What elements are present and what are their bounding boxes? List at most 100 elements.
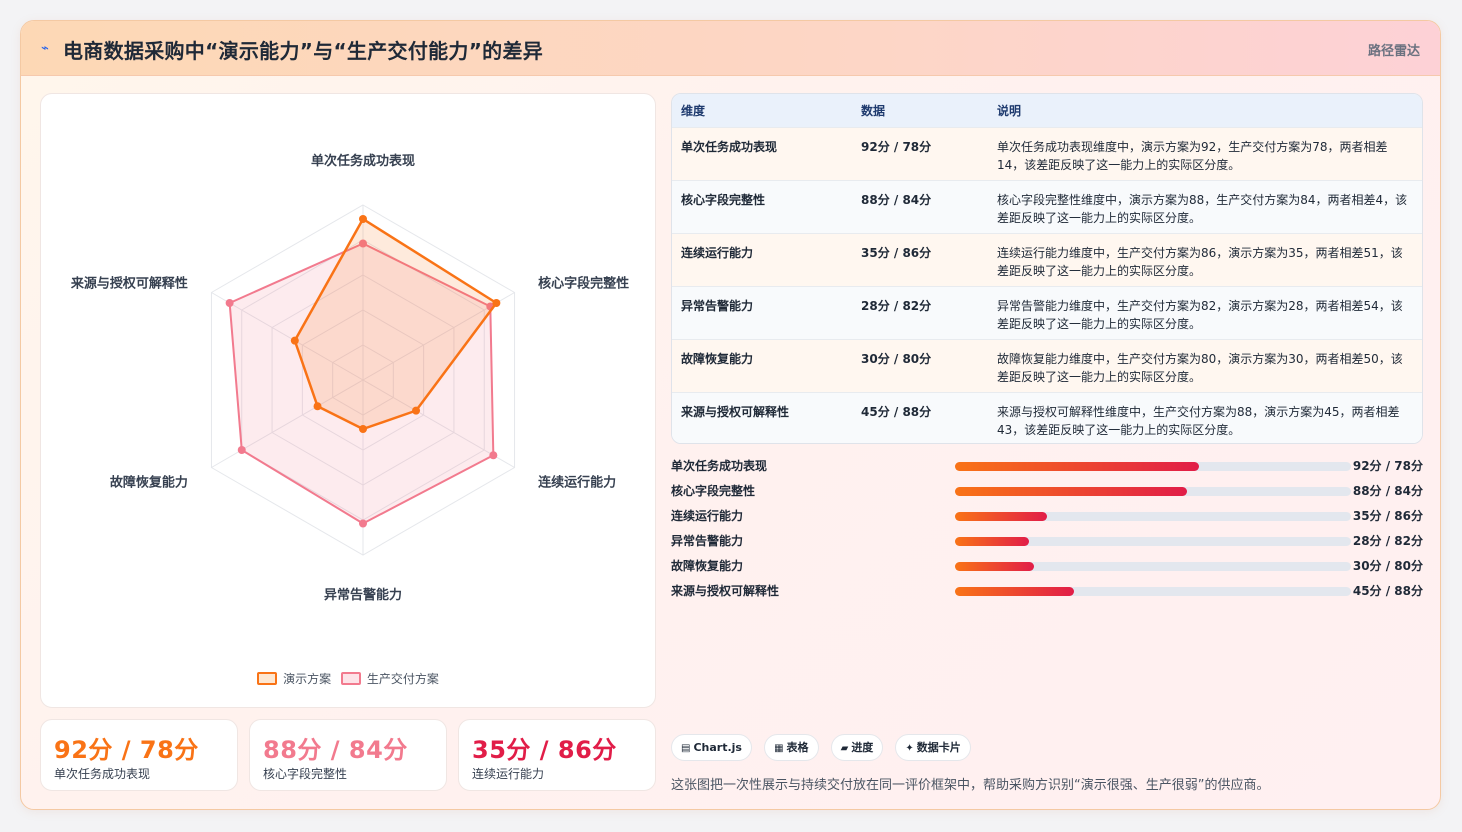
cell-data: 35分 / 86分: [861, 245, 932, 260]
cell-description: 核心字段完整性维度中，演示方案为88，生产交付方案为84，两者相差4，该差距反映…: [997, 192, 1408, 225]
bar-chart-icon: ▤: [681, 743, 691, 754]
data-point: [313, 402, 322, 411]
cell-description: 来源与授权可解释性维度中，生产交付方案为88，演示方案为45，两者相差43，该差…: [997, 404, 1400, 437]
grid-spoke: [211, 292, 364, 381]
progress-row: 来源与授权可解释性 45分 / 88分: [671, 579, 1423, 604]
cell-dimension: 异常告警能力: [681, 298, 754, 313]
axis-label: 连续运行能力: [538, 475, 616, 491]
chip-label: Chart.js: [693, 741, 742, 754]
progress-label: 异常告警能力: [671, 534, 744, 548]
progress-fill: [955, 562, 1035, 571]
kpi-card-continuous-run: 35分 / 86分 连续运行能力: [458, 719, 656, 791]
legend-swatch-production: [340, 672, 361, 685]
data-point: [359, 215, 367, 223]
chip-label: 表格: [786, 741, 809, 754]
chart-line-icon: ⌁: [41, 41, 49, 56]
cell-data: 92分 / 78分: [861, 139, 932, 154]
kpi-label: 核心字段完整性: [263, 767, 348, 781]
table-row: 故障恢复能力 30分 / 80分 故障恢复能力维度中，生产交付方案为80，演示方…: [672, 339, 1422, 392]
progress-value: 30分 / 80分: [1352, 559, 1423, 573]
progress-fill: [955, 537, 1030, 546]
table-row: 来源与授权可解释性 45分 / 88分 来源与授权可解释性维度中，生产交付方案为…: [672, 392, 1422, 443]
axis-label: 异常告警能力: [324, 587, 402, 603]
kpi-value: 92分 / 78分: [54, 736, 199, 764]
chip-label: 数据卡片: [916, 741, 961, 754]
column-header-description[interactable]: 说明: [997, 103, 1022, 118]
progress-row: 连续运行能力 35分 / 86分: [671, 504, 1423, 529]
cell-dimension: 故障恢复能力: [681, 351, 754, 366]
table-row: 连续运行能力 35分 / 86分 连续运行能力维度中，生产交付方案为86，演示方…: [672, 233, 1422, 286]
chip-data-card[interactable]: ✦ 数据卡片: [895, 734, 971, 761]
progress-value: 45分 / 88分: [1352, 584, 1423, 598]
header-bar: ⌁ 电商数据采购中“演示能力”与“生产交付能力”的差异 路径雷达: [21, 21, 1440, 76]
chip-label: 进度: [851, 741, 874, 754]
progress-icon: ▰: [840, 743, 849, 754]
legend-swatch-demo: [257, 672, 278, 685]
progress-label: 单次任务成功表现: [671, 459, 768, 473]
data-point: [359, 425, 367, 433]
progress-label: 连续运行能力: [671, 509, 744, 523]
progress-label: 来源与授权可解释性: [671, 584, 780, 598]
data-point: [492, 299, 501, 307]
progress-track: [955, 512, 1351, 521]
legend-label-production: 生产交付方案: [366, 672, 439, 686]
chip-table[interactable]: ▦ 表格: [764, 734, 819, 761]
chip-progress[interactable]: ▰ 进度: [830, 734, 884, 761]
kpi-card-single-task: 92分 / 78分 单次任务成功表现: [40, 719, 238, 791]
legend-item-production[interactable]: 生产交付方案: [340, 670, 439, 687]
table-row: 单次任务成功表现 92分 / 78分 单次任务成功表现维度中，演示方案为92，生…: [672, 127, 1422, 180]
cell-dimension: 单次任务成功表现: [681, 139, 778, 154]
data-point: [489, 451, 498, 460]
kpi-card-field-completeness: 88分 / 84分 核心字段完整性: [249, 719, 447, 791]
kpi-label: 连续运行能力: [472, 767, 545, 781]
data-point: [359, 519, 367, 528]
column-header-data[interactable]: 数据: [861, 103, 886, 118]
axis-label: 核心字段完整性: [538, 276, 629, 292]
progress-track: [955, 562, 1351, 571]
data-point: [225, 299, 234, 307]
cell-description: 单次任务成功表现维度中，演示方案为92，生产交付方案为78，两者相差14，该差距…: [997, 139, 1388, 172]
cell-data: 28分 / 82分: [861, 298, 932, 313]
tech-chip-row: ▤ Chart.js ▦ 表格 ▰ 进度 ✦ 数据卡片: [671, 734, 978, 761]
axis-label: 来源与授权可解释性: [70, 276, 188, 292]
legend-item-demo[interactable]: 演示方案: [257, 670, 331, 687]
kpi-value: 35分 / 86分: [472, 736, 617, 764]
grid-spoke: [211, 379, 364, 468]
table-header-row: 维度 数据 说明: [672, 94, 1422, 127]
progress-bar-list: 单次任务成功表现 92分 / 78分 核心字段完整性 88分 / 84分 连续运…: [671, 454, 1423, 604]
chip-chartjs[interactable]: ▤ Chart.js: [671, 734, 752, 761]
kpi-label: 单次任务成功表现: [54, 767, 151, 781]
cell-description: 连续运行能力维度中，生产交付方案为86，演示方案为35，两者相差51，该差距反映…: [997, 245, 1403, 278]
progress-row: 核心字段完整性 88分 / 84分: [671, 479, 1423, 504]
progress-track: [955, 537, 1351, 546]
kpi-value: 88分 / 84分: [263, 736, 408, 764]
view-tag: 路径雷达: [1367, 44, 1420, 59]
progress-track: [955, 462, 1351, 471]
grid-spoke: [362, 379, 515, 468]
cell-data: 45分 / 88分: [861, 404, 932, 419]
radar-chart-panel: 单次任务成功表现 核心字段完整性 连续运行能力 异常告警能力 故障恢复能力 来源与授权可解…: [40, 93, 656, 708]
progress-fill: [955, 462, 1199, 471]
progress-row: 故障恢复能力 30分 / 80分: [671, 554, 1423, 579]
report-card: ⌁ 电商数据采购中“演示能力”与“生产交付能力”的差异 路径雷达 单次任务成功表…: [20, 20, 1441, 810]
progress-value: 88分 / 84分: [1352, 484, 1423, 498]
cell-description: 故障恢复能力维度中，生产交付方案为80，演示方案为30，两者相差50，该差距反映…: [997, 351, 1403, 384]
progress-fill: [955, 487, 1188, 496]
chart-legend: 演示方案 生产交付方案: [41, 670, 655, 687]
cell-data: 30分 / 80分: [861, 351, 932, 366]
column-header-dimension[interactable]: 维度: [681, 103, 706, 118]
progress-value: 28分 / 82分: [1352, 534, 1423, 548]
progress-value: 35分 / 86分: [1352, 509, 1423, 523]
footnote: 这张图把一次性展示与持续交付放在同一评价框架中，帮助采购方识别“演示很强、生产很…: [671, 778, 1270, 793]
data-point: [290, 336, 299, 345]
progress-label: 故障恢复能力: [671, 559, 744, 573]
sparkle-icon: ✦: [905, 743, 914, 754]
cell-dimension: 核心字段完整性: [681, 192, 766, 207]
cell-dimension: 连续运行能力: [681, 245, 754, 260]
data-point: [359, 239, 367, 248]
legend-label-demo: 演示方案: [283, 672, 332, 686]
progress-label: 核心字段完整性: [671, 484, 756, 498]
axis-label: 故障恢复能力: [110, 475, 188, 491]
page-title: 电商数据采购中“演示能力”与“生产交付能力”的差异: [63, 39, 544, 63]
